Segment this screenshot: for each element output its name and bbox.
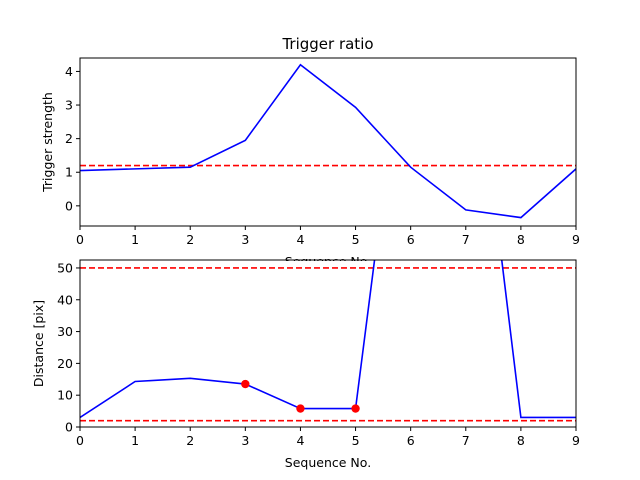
x-tick-label: 2	[186, 433, 194, 448]
x-tick-label: 4	[296, 433, 304, 448]
data-point-marker	[241, 379, 250, 389]
y-tick-label: 1	[65, 165, 73, 180]
y-tick-label: 4	[65, 64, 73, 79]
series-line-0	[80, 260, 576, 419]
x-tick-label: 2	[186, 232, 194, 247]
bottom-subplot: 0 1 2 3 4 5 6 7 8 9 0 10 20 30 40 50 Sequence No. Distanc…	[31, 259, 580, 470]
x-tick-label: 5	[352, 232, 360, 247]
y-tick-label: 0	[65, 198, 73, 213]
y-tick-label: 10	[57, 388, 73, 403]
x-tick-label: 9	[572, 433, 580, 448]
x-tick-label: 6	[407, 433, 415, 448]
x-tick-label: 8	[517, 433, 525, 448]
y-tick-label: 50	[57, 260, 73, 275]
x-tick-label: 8	[517, 232, 525, 247]
series-line-0	[80, 63, 576, 219]
y-axis-label: Distance [pix]	[31, 300, 46, 387]
data-point-marker	[296, 404, 305, 413]
bottom-axes-background	[81, 261, 575, 426]
x-tick-label: 6	[407, 232, 415, 247]
y-axis-label: Trigger strength	[40, 92, 55, 193]
x-tick-label: 1	[131, 433, 139, 448]
x-tick-label: 5	[352, 433, 360, 448]
x-tick-label: 1	[131, 232, 139, 247]
axes-frame	[79, 57, 577, 227]
y-tick-label: 2	[65, 131, 73, 146]
x-tick-label: 3	[241, 232, 249, 247]
y-tick-label: 3	[65, 98, 73, 113]
x-tick-label: 9	[572, 232, 580, 247]
x-tick-label: 7	[462, 433, 470, 448]
y-tick-label: 40	[57, 292, 73, 307]
y-tick-label: 0	[65, 420, 73, 435]
axes-frame	[79, 259, 577, 428]
data-point-marker	[351, 404, 360, 413]
x-tick-label: 0	[76, 232, 84, 247]
x-tick-label: 0	[76, 433, 84, 448]
x-tick-label: 4	[296, 232, 304, 247]
chart-title: Trigger ratio	[281, 35, 373, 53]
x-axis-label: Sequence No.	[285, 455, 371, 470]
x-tick-label: 3	[241, 433, 249, 448]
y-tick-label: 20	[57, 356, 73, 371]
y-tick-label: 30	[57, 324, 73, 339]
x-tick-label: 7	[462, 232, 470, 247]
